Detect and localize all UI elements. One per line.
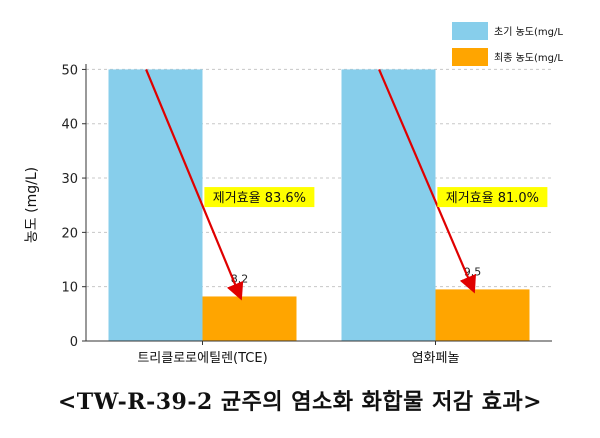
y-tick-label: 20 xyxy=(61,226,78,241)
reduction-arrow xyxy=(378,68,477,294)
figure-caption: <TW-R-39-2 균주의 염소화 화합물 저감 효과> xyxy=(57,389,543,415)
efficiency-label-box xyxy=(437,187,548,208)
y-tick-label: 40 xyxy=(61,118,78,133)
x-tick-label: 염화페놀 xyxy=(412,351,460,366)
legend-label: 최종 농도(mg/L xyxy=(494,52,563,64)
bar-initial xyxy=(341,69,436,342)
y-tick-label: 50 xyxy=(61,63,78,78)
bar-initial xyxy=(108,69,203,342)
efficiency-label-box xyxy=(204,187,315,208)
y-axis-label: 농도 (mg/L) xyxy=(24,167,40,243)
efficiency-label: 제거효율 83.6% xyxy=(213,191,306,206)
bar-final xyxy=(435,289,530,341)
x-tick-label: 트리클로로에틸렌(TCE) xyxy=(137,351,267,366)
y-tick-label: 30 xyxy=(61,172,78,187)
legend-swatch xyxy=(452,48,488,66)
y-tick-label: 10 xyxy=(61,281,78,296)
bar-final xyxy=(202,296,297,341)
reduction-arrow xyxy=(145,69,244,301)
efficiency-label: 제거효율 81.0% xyxy=(446,191,539,206)
legend-label: 초기 농도(mg/L xyxy=(494,26,563,38)
legend-swatch xyxy=(452,22,488,40)
y-tick-label: 0 xyxy=(70,335,78,350)
